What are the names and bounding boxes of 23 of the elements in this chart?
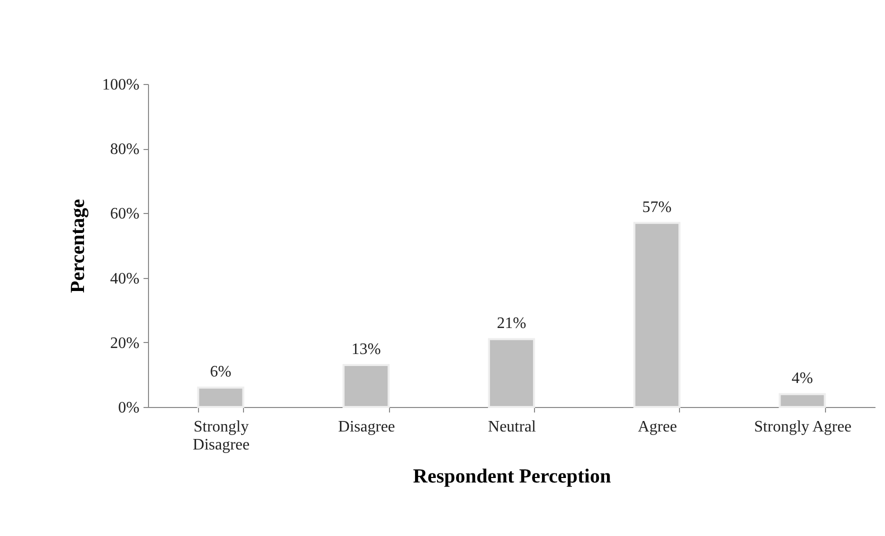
y-tick-label: 80% bbox=[110, 141, 140, 158]
bar bbox=[197, 386, 244, 408]
y-tick-label: 100% bbox=[102, 76, 140, 94]
x-tick-label: Neutral bbox=[488, 418, 537, 436]
data-label: 21% bbox=[496, 315, 526, 332]
data-label: 6% bbox=[210, 364, 232, 381]
bar bbox=[342, 364, 390, 408]
x-axis-title: Respondent Perception bbox=[413, 466, 611, 488]
x-tick-label: Agree bbox=[638, 418, 677, 436]
y-tick-label: 60% bbox=[110, 206, 140, 223]
x-tick-label: Strongly Agree bbox=[754, 418, 852, 436]
y-tick-label: 20% bbox=[110, 334, 140, 352]
data-label: 13% bbox=[351, 341, 381, 358]
y-tick-label: 0% bbox=[118, 400, 140, 416]
bar bbox=[488, 338, 536, 408]
x-tick-label: Strongly Disagree bbox=[192, 418, 250, 454]
bar bbox=[778, 393, 826, 408]
x-tick-label: Disagree bbox=[338, 418, 396, 436]
data-label: 57% bbox=[642, 198, 672, 216]
y-tick-label: 40% bbox=[110, 270, 140, 288]
bar bbox=[633, 222, 680, 408]
data-label: 4% bbox=[792, 370, 813, 388]
y-axis-title: Percentage bbox=[67, 198, 90, 294]
